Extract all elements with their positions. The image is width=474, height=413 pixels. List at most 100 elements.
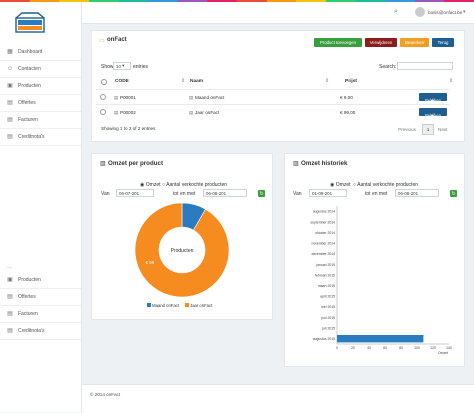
sidebar-item-creditnotas[interactable]: ▤ Creditnota's: [0, 323, 81, 340]
sidebar-item-label: Creditnota's: [18, 134, 45, 140]
y-tick-label: juni 2015: [320, 316, 335, 320]
sort-icon[interactable]: ⇕: [449, 79, 454, 84]
pie-chart: € 99 Producten: [134, 202, 230, 298]
date-from-input[interactable]: 06-07-201: [116, 189, 154, 197]
table-row[interactable]: ▤ P00001 ▤ Maand onFact € 9,00 ◉ Bekijke…: [96, 89, 450, 105]
product-icon: ▤: [114, 95, 119, 100]
radio-omzet[interactable]: ◉ Omzet: [330, 182, 351, 188]
column-header-prijs[interactable]: Prijst: [345, 79, 357, 84]
radio-omzet[interactable]: ◉ Omzet: [140, 182, 161, 188]
pie-legend: Maand onFact Jaar onFact: [147, 303, 212, 308]
sidebar-separator: ...: [7, 264, 13, 270]
bar-chart-icon: ▥: [100, 161, 106, 167]
stripe-segment: [385, 0, 415, 2]
bar[interactable]: [337, 334, 424, 343]
product-code: P00002: [120, 110, 136, 115]
delete-button[interactable]: Verwijderen: [365, 38, 397, 47]
eye-icon: ◉: [430, 113, 436, 118]
search-icon[interactable]: ⌕: [394, 8, 398, 15]
x-axis-label: Omzet: [438, 351, 448, 355]
sidebar-item-producten[interactable]: ▣ Producten: [0, 272, 81, 289]
sidebar-item-contacten[interactable]: ☺ Contacten: [0, 61, 81, 78]
document-icon: ▤: [7, 294, 13, 300]
x-tick-label: 0: [336, 346, 338, 350]
page-1-button[interactable]: 1: [422, 124, 434, 135]
date-from-input[interactable]: 01-09-201: [309, 189, 347, 197]
legend-item: Jaar onFact: [184, 303, 212, 308]
y-tick-label: februari 2015: [315, 273, 335, 277]
sidebar-item-label: Offertes: [18, 100, 36, 106]
chevron-down-icon[interactable]: ▾: [463, 9, 466, 15]
sidebar-item-dashboard[interactable]: ▦ Dashboard: [0, 44, 81, 61]
topbar: ⌕ basis@onfact.be ▾: [82, 2, 474, 24]
select-all-checkbox[interactable]: [101, 79, 107, 85]
stripe-segment: [88, 0, 119, 2]
next-button[interactable]: Next: [438, 127, 448, 132]
column-header-code[interactable]: CODE: [115, 79, 129, 84]
refresh-button[interactable]: ↻: [450, 190, 457, 197]
logo[interactable]: [12, 11, 48, 33]
radio-aantal[interactable]: ○ Aantal verkochte producten: [162, 182, 228, 188]
stripe-segment: [355, 0, 386, 2]
entries-label: entries: [133, 64, 149, 70]
tot-label: tot en met: [365, 191, 388, 197]
y-tick-label: mei 2015: [321, 305, 335, 309]
stripe-segment: [148, 0, 178, 2]
tot-label: tot en met: [173, 191, 196, 197]
previous-button[interactable]: Previous: [398, 127, 416, 132]
panel-title: onFact: [107, 37, 127, 43]
donut-center-label: Producten: [171, 248, 194, 254]
table-row[interactable]: ▤ P00002 ▤ Jaar onFact € 99,00 ◉ Bekijke…: [96, 104, 450, 120]
sidebar-item-offertes[interactable]: ▤ Offertes: [0, 289, 81, 306]
x-tick-label: 60: [383, 346, 387, 350]
date-to-input[interactable]: 06-08-201: [395, 189, 439, 197]
radio-aantal[interactable]: ○ Aantal verkochte producten: [353, 182, 419, 188]
y-tick-label: januari 2015: [315, 263, 335, 267]
sidebar-item-offertes[interactable]: ▤ Offertes: [0, 95, 81, 112]
view-button[interactable]: ◉ Bekijken: [419, 93, 447, 103]
column-header-naam[interactable]: Naam: [190, 79, 204, 84]
sidebar-item-label: Offertes: [18, 294, 36, 300]
y-tick-label: augustus 2015: [313, 337, 335, 341]
y-tick-label: september 2014: [310, 220, 335, 224]
pie-slice-1[interactable]: [134, 202, 230, 298]
box-icon: ▣: [7, 277, 13, 283]
search-input[interactable]: [397, 62, 453, 70]
date-to-input[interactable]: 06-08-201: [203, 189, 247, 197]
product-price: € 99,00: [340, 110, 356, 115]
x-tick-label: 80: [399, 346, 403, 350]
edit-button[interactable]: Bewerken: [400, 38, 429, 47]
folder-icon: ▭: [99, 38, 105, 44]
box-icon: ▣: [7, 83, 13, 89]
search-label: Search:: [379, 64, 397, 70]
x-tick-label: 120: [430, 346, 436, 350]
document-icon: ▤: [7, 328, 13, 334]
panel-title: Omzet per product: [108, 160, 164, 167]
bar-chart: augustus 2014 september 2014 oktober 2014 n…: [310, 206, 452, 355]
show-label: Show: [101, 64, 114, 70]
back-button[interactable]: Terug: [432, 38, 454, 47]
add-product-button[interactable]: Product toevoegen: [314, 38, 362, 47]
y-tick-label: november 2014: [311, 242, 335, 246]
sidebar-item-facturen[interactable]: ▤ Facturen: [0, 306, 81, 323]
view-button[interactable]: ◉ Bekijken: [419, 108, 447, 118]
document-icon: ▤: [7, 117, 13, 123]
entries-select[interactable]: 10 ▾: [113, 62, 131, 70]
x-tick-label: 40: [367, 346, 371, 350]
row-checkbox[interactable]: [100, 94, 106, 100]
footer: © 2014 onFact: [82, 384, 474, 413]
stripe-segment: [414, 0, 445, 2]
sidebar-item-producten[interactable]: ▣ Producten: [0, 78, 81, 95]
avatar[interactable]: [415, 7, 425, 17]
user-email[interactable]: basis@onfact.be: [428, 10, 463, 15]
legend-item: Maand onFact: [147, 303, 179, 308]
sort-icon[interactable]: ⇕: [181, 79, 186, 84]
sort-icon[interactable]: ⇕: [325, 79, 330, 84]
x-tick-label: 100: [414, 346, 420, 350]
sidebar-item-facturen[interactable]: ▤ Facturen: [0, 112, 81, 129]
refresh-button[interactable]: ↻: [258, 190, 265, 197]
sidebar-item-creditnotas[interactable]: ▤ Creditnota's: [0, 129, 81, 146]
row-checkbox[interactable]: [100, 109, 106, 115]
y-tick-label: augustus 2014: [313, 210, 335, 214]
sidebar-item-label: Contacten: [18, 66, 41, 72]
